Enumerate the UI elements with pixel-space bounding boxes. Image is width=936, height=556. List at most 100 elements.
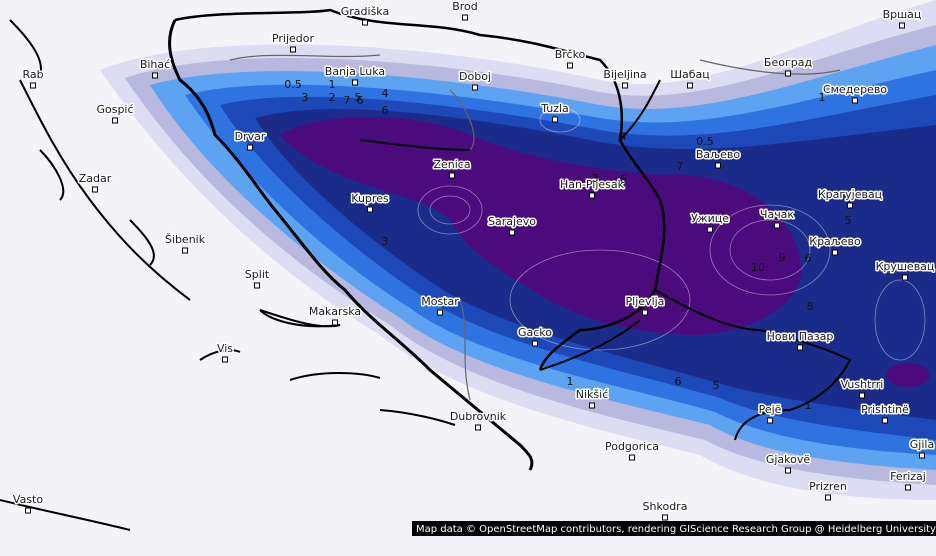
city-label: Gjakovë <box>766 453 811 466</box>
contour-label: 0.5 <box>284 78 302 91</box>
contour-label: 3 <box>382 235 389 248</box>
city-label: Dubrovnik <box>450 410 507 423</box>
city-label: Han-Pijesak <box>560 178 625 191</box>
contour-label: 5 <box>845 214 852 227</box>
city-marker <box>642 309 648 316</box>
city-label: Београд <box>764 56 813 69</box>
city-marker <box>882 417 888 424</box>
city-marker <box>182 247 188 254</box>
city-label: Чачак <box>760 208 795 221</box>
contour-label: 7 <box>344 94 351 107</box>
contour-label: 3 <box>302 91 309 104</box>
contour-label: 1 <box>567 375 574 388</box>
contour-label: 6 <box>675 375 682 388</box>
borders <box>0 8 852 531</box>
contour-label: 4 <box>620 130 627 143</box>
city-marker <box>362 19 368 26</box>
city-label: Brčko <box>555 48 586 61</box>
city-label: Шабац <box>670 68 710 81</box>
city-marker <box>899 22 905 29</box>
city-marker <box>832 249 838 256</box>
city-marker <box>112 117 118 124</box>
city-label: Split <box>245 268 270 281</box>
contour-label: 4 <box>382 87 389 100</box>
city-labels: Gradiška Brod Prijedor Bihać Banja Luka Doboj… <box>11 0 936 521</box>
precipitation <box>100 0 936 500</box>
city-label: Podgorica <box>605 440 659 453</box>
contour-label: 6 <box>357 94 364 107</box>
city-marker <box>532 340 538 347</box>
city-label: Doboj <box>459 70 491 83</box>
city-label: Bijeljina <box>603 68 646 81</box>
attribution-bar <box>412 521 936 536</box>
city-marker <box>919 452 925 459</box>
city-label: Sarajevo <box>488 215 536 228</box>
city-marker <box>589 192 595 199</box>
city-label: Gjila <box>910 438 934 451</box>
city-marker <box>475 424 481 431</box>
contour-label: 6 <box>805 252 812 265</box>
city-marker <box>567 62 573 69</box>
city-marker <box>449 172 455 179</box>
city-label: Mostar <box>421 295 459 308</box>
city-label: Brod <box>452 0 478 13</box>
city-label: Prishtinë <box>861 403 909 416</box>
city-marker <box>847 202 853 209</box>
city-label: Pljevlja <box>626 295 665 308</box>
city-label: Gradiška <box>341 5 389 18</box>
city-marker <box>825 494 831 501</box>
city-marker <box>25 507 31 514</box>
city-label: Vushtrri <box>841 378 884 391</box>
city-label: Vasto <box>13 493 43 506</box>
city-marker <box>687 82 693 89</box>
city-label: Ужице <box>691 212 729 225</box>
contour-label: 8 <box>807 300 814 313</box>
city-label: Banja Luka <box>325 65 385 78</box>
city-label: Gacko <box>518 326 552 339</box>
city-marker <box>589 402 595 409</box>
city-marker <box>92 186 98 193</box>
city-marker <box>785 467 791 474</box>
city-label: Gospić <box>96 103 133 116</box>
city-label: Šibenik <box>165 233 206 246</box>
city-marker <box>905 484 911 491</box>
city-marker <box>622 82 628 89</box>
contour-label: 5 <box>355 91 362 104</box>
city-label: Крушевац <box>876 260 935 273</box>
contour-label: 6 <box>382 104 389 117</box>
city-marker <box>852 97 858 104</box>
city-label: Краљево <box>809 235 861 248</box>
city-marker <box>367 206 373 213</box>
city-label: Ferizaj <box>890 470 926 483</box>
city-label: Shkodra <box>643 500 688 513</box>
city-label: Zadar <box>79 172 112 185</box>
city-marker <box>707 226 713 233</box>
attribution: Map data © OpenStreetMap contributors, r… <box>416 524 936 535</box>
city-marker <box>767 417 773 424</box>
city-marker <box>472 84 478 91</box>
city-marker <box>785 70 791 77</box>
city-marker <box>797 344 803 351</box>
city-label: Drvar <box>235 130 266 143</box>
contour-label: 7 <box>677 160 684 173</box>
city-marker <box>222 356 228 363</box>
contour-label: 2 <box>329 91 336 104</box>
city-marker <box>247 144 253 151</box>
city-marker <box>437 309 443 316</box>
contour-label: 9 <box>779 251 786 264</box>
city-marker <box>352 79 358 86</box>
contour-label: 1 <box>329 78 336 91</box>
city-marker <box>332 319 338 326</box>
city-marker <box>30 82 36 89</box>
city-label: Pejë <box>759 403 782 416</box>
city-label: Vis <box>217 342 233 355</box>
contour-label: 1 <box>805 399 812 412</box>
city-label: Tuzla <box>540 102 569 115</box>
city-marker <box>254 282 260 289</box>
city-label: Rab <box>22 68 43 81</box>
city-label: Prijedor <box>272 32 315 45</box>
city-marker <box>902 274 908 281</box>
city-marker <box>715 162 721 169</box>
